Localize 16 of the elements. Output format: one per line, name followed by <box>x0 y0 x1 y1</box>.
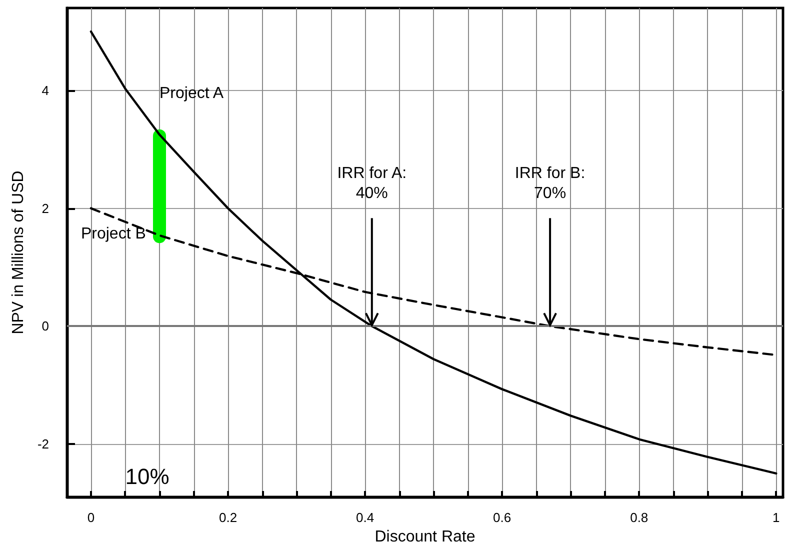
annotation: 10% <box>125 464 170 489</box>
y-tick-label: 2 <box>42 200 49 216</box>
x-tick-label: 0.4 <box>356 510 374 525</box>
y-tick-label: -2 <box>37 436 49 452</box>
annotation: IRR for A: 40% <box>337 165 407 202</box>
x-tick-label: 0.6 <box>493 510 512 525</box>
y-tick-label: 0 <box>42 318 49 334</box>
annotation: IRR for B: 70% <box>514 165 586 202</box>
x-tick-label: 0.2 <box>218 510 238 525</box>
x-tick-label: 0.8 <box>630 510 648 525</box>
x-axis-title: Discount Rate <box>374 528 476 546</box>
y-tick-label: 4 <box>42 82 49 98</box>
x-tick-label: 0 <box>87 510 95 525</box>
x-tick-label: 1 <box>772 510 780 525</box>
annotation: Project A <box>160 84 224 102</box>
y-axis-title: NPV in Millions of USD <box>10 170 28 334</box>
